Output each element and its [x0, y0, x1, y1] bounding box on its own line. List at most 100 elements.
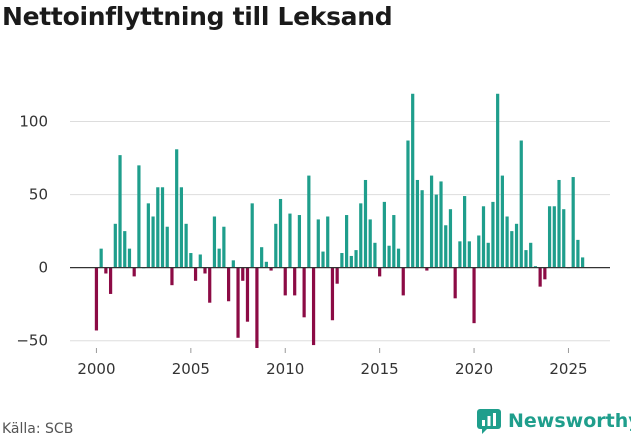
bar [429, 175, 434, 268]
bar [340, 253, 344, 268]
bar [481, 206, 486, 268]
bar [123, 231, 127, 268]
bar [420, 190, 424, 268]
bar [316, 219, 320, 268]
bar [269, 267, 273, 271]
y-tick-label: −50 [16, 332, 48, 350]
bar [203, 267, 207, 274]
bar [274, 223, 278, 268]
bar [411, 93, 415, 268]
bar [467, 241, 471, 268]
chart-title: Nettoinflyttning till Leksand [2, 2, 393, 31]
bar [297, 215, 302, 268]
bar [354, 250, 358, 268]
bar [439, 181, 443, 268]
bar [99, 248, 103, 268]
bar [514, 223, 519, 268]
bar [198, 254, 202, 268]
bar [208, 267, 212, 303]
bar [406, 140, 410, 268]
bar [94, 267, 99, 331]
bar [222, 226, 226, 268]
bar [278, 198, 283, 268]
bar [477, 235, 481, 268]
bar [491, 201, 495, 268]
newsworthy-logo-icon [477, 409, 501, 434]
x-tick-label: 2015 [361, 360, 399, 378]
bar [500, 175, 504, 268]
bar [425, 267, 429, 271]
bar [382, 201, 386, 268]
bar [160, 187, 165, 268]
x-tick-label: 2010 [266, 360, 304, 378]
bar [368, 219, 372, 268]
bar [118, 155, 122, 268]
bar [335, 267, 339, 284]
bar [458, 241, 462, 268]
bar [453, 267, 457, 299]
bar [552, 206, 556, 268]
bar [108, 267, 113, 294]
bar [264, 261, 268, 268]
bar [113, 223, 117, 268]
bar [519, 140, 523, 268]
bar [326, 216, 330, 268]
bar [184, 223, 188, 268]
x-tick-label: 2025 [549, 360, 587, 378]
bar [311, 267, 316, 346]
bar [581, 257, 585, 268]
bar [245, 267, 250, 322]
x-tick-label: 2005 [172, 360, 210, 378]
bar [396, 248, 401, 268]
brand[interactable]: Newsworthy [476, 408, 631, 434]
bar [472, 267, 476, 324]
source-label: Källa: SCB [2, 421, 74, 437]
bar [132, 267, 136, 277]
bar [170, 267, 174, 286]
y-tick-label: 0 [38, 259, 48, 277]
bar [175, 149, 179, 268]
bar [392, 215, 396, 268]
brand-name: Newsworthy [508, 410, 631, 432]
bar [179, 187, 184, 268]
bar [373, 242, 377, 268]
bar [255, 267, 259, 348]
bar [302, 267, 306, 318]
bar [231, 260, 235, 268]
bar [330, 267, 335, 321]
y-tick-label: 50 [29, 186, 48, 204]
bar [146, 203, 150, 268]
bar [127, 248, 132, 268]
bar [363, 179, 368, 268]
bar [496, 93, 500, 268]
bar [345, 215, 349, 268]
bar [524, 250, 528, 268]
bar [189, 253, 193, 268]
bar [288, 213, 292, 268]
bar [226, 267, 231, 302]
bar [378, 267, 382, 277]
bar [463, 196, 467, 268]
bar [444, 225, 448, 268]
y-tick-label: 100 [19, 113, 48, 131]
bar [543, 267, 547, 280]
bar [576, 239, 580, 268]
bar [533, 266, 538, 268]
bar [571, 177, 575, 268]
bar [529, 242, 533, 268]
bar [193, 267, 198, 281]
bar [260, 247, 264, 268]
bar [434, 194, 438, 268]
bar [359, 203, 363, 268]
bar [415, 179, 420, 268]
bar [547, 206, 552, 268]
bar [241, 267, 245, 281]
bar [137, 165, 141, 268]
bar [321, 251, 325, 268]
bar [505, 216, 509, 268]
bar [283, 267, 287, 296]
bar [387, 245, 391, 268]
bar [401, 267, 405, 296]
bar [557, 179, 561, 268]
